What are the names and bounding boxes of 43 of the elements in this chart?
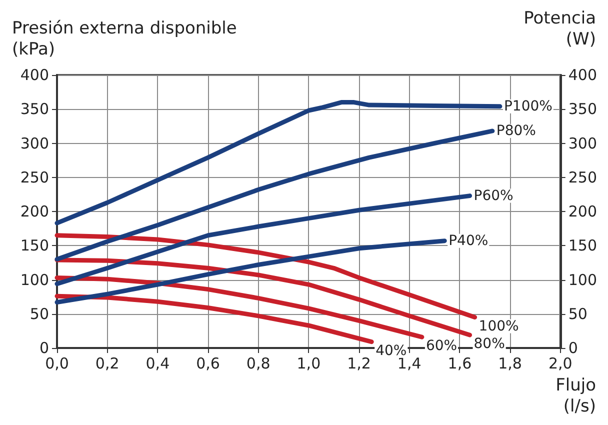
y-tick-label: 250 bbox=[20, 168, 49, 186]
y-tick-label: 100 bbox=[20, 270, 49, 289]
y2-axis-title: Potencia (W) bbox=[524, 8, 596, 50]
line-series bbox=[54, 238, 447, 305]
series-label: 80% bbox=[474, 336, 505, 352]
y2-tick-label: 50 bbox=[568, 304, 588, 323]
y2-tick-label: 150 bbox=[568, 236, 598, 255]
x-tick-label: 1,2 bbox=[347, 354, 371, 372]
y2-tick-label: 300 bbox=[568, 134, 598, 152]
y-tick-label: 200 bbox=[20, 202, 49, 220]
y-tick-label: 300 bbox=[20, 134, 49, 152]
y-tick-label: 400 bbox=[20, 66, 49, 84]
x-tick-label: 0,4 bbox=[146, 354, 170, 372]
line-series bbox=[54, 258, 472, 338]
series-label: P80% bbox=[496, 122, 536, 139]
x-tick-label: 0,8 bbox=[246, 354, 270, 372]
y2-tick-label: 200 bbox=[568, 202, 598, 220]
series-label: P100% bbox=[504, 98, 552, 114]
y2-tick-label: 250 bbox=[568, 168, 598, 186]
y2-tick-label: 400 bbox=[568, 66, 598, 84]
series-label: 60% bbox=[426, 338, 458, 354]
y-tick-label: 150 bbox=[20, 236, 49, 255]
x-tick-label: 1,0 bbox=[296, 354, 321, 372]
y-tick-label: 350 bbox=[20, 100, 49, 118]
x-tick-label: 2,0 bbox=[548, 354, 572, 372]
series-label: P40% bbox=[448, 232, 488, 249]
x-tick-label: 0,0 bbox=[45, 354, 69, 372]
x-tick-label: 0,6 bbox=[196, 354, 220, 372]
y-tick-label: 50 bbox=[30, 304, 49, 323]
y2-tick-label: 100 bbox=[568, 270, 598, 289]
series-label: P60% bbox=[474, 188, 514, 204]
series-label: 100% bbox=[478, 318, 519, 334]
y-tick-label: 0 bbox=[39, 339, 49, 357]
x-axis-title: Flujo (l/s) bbox=[556, 376, 596, 416]
line-series bbox=[54, 275, 424, 340]
x-tick-label: 1,8 bbox=[498, 354, 522, 372]
y-axis-title: Presión externa disponible (kPa) bbox=[12, 18, 237, 60]
x-tick-label: 1,6 bbox=[448, 354, 472, 372]
y2-tick-label: 0 bbox=[568, 339, 578, 357]
x-tick-label: 0,2 bbox=[95, 354, 120, 372]
series-label: 40% bbox=[376, 342, 407, 359]
line-series bbox=[54, 294, 374, 344]
y2-tick-label: 350 bbox=[568, 100, 598, 118]
